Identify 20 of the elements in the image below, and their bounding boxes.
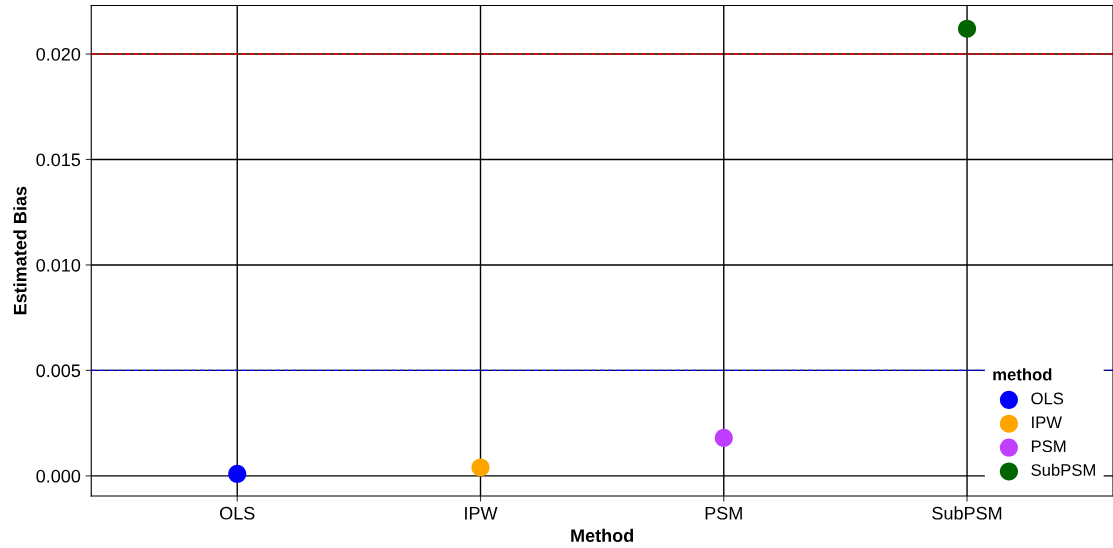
point bbox=[957, 19, 977, 38]
y-axis-title: Estimated Bias bbox=[13, 186, 27, 315]
legend-label: OLS bbox=[1031, 392, 1064, 405]
point bbox=[228, 464, 247, 483]
x-tick-label: SubPSM bbox=[932, 506, 1002, 520]
legend-label: IPW bbox=[1032, 416, 1062, 429]
y-tick-label: 0.010 bbox=[36, 258, 81, 272]
y-tick-label: 0.015 bbox=[36, 153, 81, 167]
x-tick-label: OLS bbox=[220, 506, 255, 520]
y-tick-label: 0.005 bbox=[36, 364, 81, 378]
point bbox=[471, 458, 490, 477]
legend-label: PSM bbox=[1031, 440, 1066, 453]
x-axis-title: Method bbox=[571, 528, 634, 543]
legend-label: SubPSM bbox=[1031, 463, 1095, 476]
legend-title: method bbox=[993, 368, 1052, 381]
x-tick-label: PSM bbox=[705, 506, 742, 520]
x-tick-label: IPW bbox=[465, 507, 498, 520]
y-tick-label: 0.020 bbox=[36, 47, 81, 61]
point bbox=[714, 428, 733, 447]
y-tick-label: 0.000 bbox=[36, 469, 81, 483]
